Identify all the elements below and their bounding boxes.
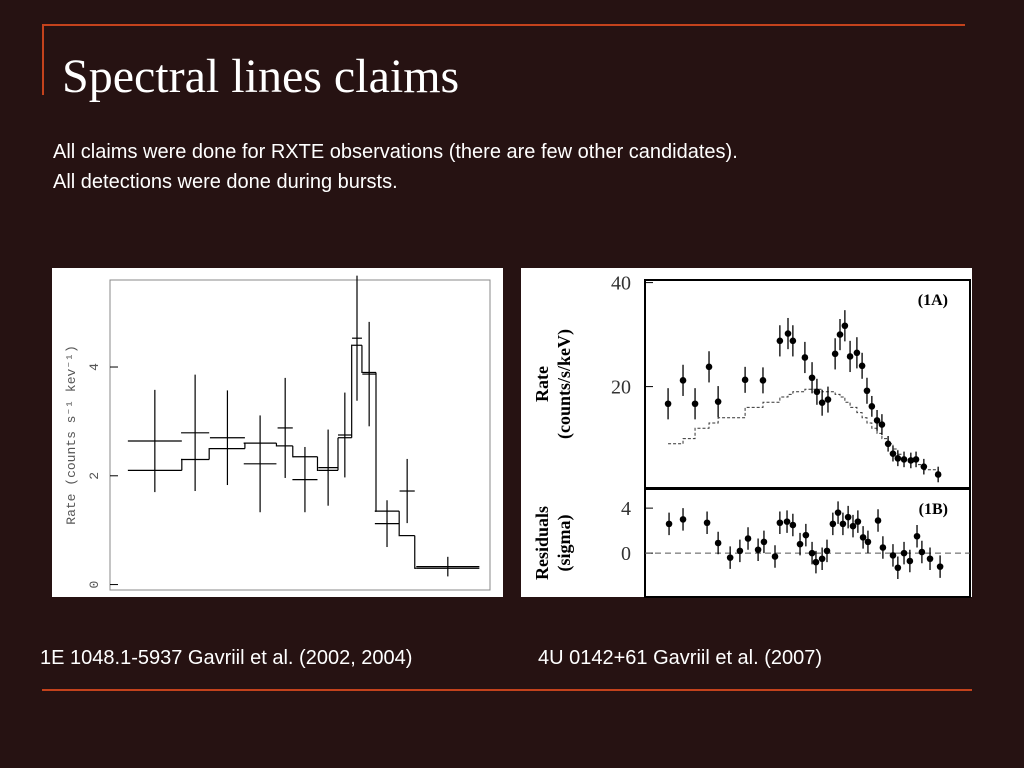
data-point [894, 564, 902, 572]
data-point [784, 330, 792, 337]
data-point [878, 421, 886, 428]
data-point [776, 337, 784, 345]
data-point [824, 396, 832, 403]
slide-title: Spectral lines claims [62, 50, 459, 103]
data-point [920, 463, 928, 470]
data-point [873, 417, 881, 424]
data-point [802, 531, 810, 539]
data-point [894, 455, 902, 462]
figure-right [521, 268, 972, 597]
data-point [864, 538, 872, 546]
data-point [863, 387, 871, 395]
data-point [754, 546, 762, 554]
data-point [859, 534, 867, 541]
data-point [913, 532, 921, 540]
data-point [818, 399, 826, 407]
data-point [834, 509, 842, 516]
data-point [846, 353, 854, 360]
data-point [818, 555, 826, 563]
caption: 4U 0142+61 Gavriil et al. (2007) [538, 647, 822, 669]
data-point [918, 548, 926, 556]
y-tick-label: 20 [611, 377, 631, 399]
data-point [926, 555, 934, 563]
data-point [936, 563, 944, 570]
body-text: All claims were done for RXTE observatio… [53, 141, 738, 163]
data-point [808, 374, 816, 382]
y-tick-label: 0 [621, 543, 631, 565]
y-axis-label: Rate [532, 366, 552, 402]
data-point [868, 403, 876, 410]
data-point [823, 547, 831, 555]
data-point [874, 517, 882, 524]
caption: 1E 1048.1-5937 Gavriil et al. (2002, 200… [40, 647, 412, 669]
y-tick-label: 4 [621, 498, 631, 520]
panel-label: (1A) [918, 292, 948, 309]
data-point [884, 440, 892, 448]
data-point [801, 354, 809, 361]
data-point [836, 331, 844, 338]
plot-frame [109, 279, 491, 591]
y-tick-label: 40 [611, 273, 631, 295]
data-point [900, 549, 908, 557]
y-axis-label: Residuals [532, 506, 552, 580]
data-point [844, 513, 852, 521]
data-point [849, 522, 857, 530]
data-point [703, 519, 711, 527]
data-point [705, 363, 713, 371]
data-point [783, 518, 791, 525]
data-point [679, 377, 687, 384]
y-axis-label: Rate (counts s⁻¹ kev⁻¹) [64, 345, 79, 524]
y-tick-label: 0 [87, 581, 102, 589]
data-point [912, 456, 920, 463]
data-point [808, 549, 816, 557]
data-point [714, 539, 722, 547]
y-axis-label: (sigma) [554, 515, 575, 572]
data-point [812, 558, 820, 566]
data-point [771, 553, 779, 560]
data-point [829, 520, 837, 528]
y-axis-label: (counts/s/keV) [554, 329, 575, 439]
data-point [858, 362, 866, 370]
panel-label: (1B) [919, 501, 948, 518]
data-point [726, 554, 734, 561]
data-point [906, 557, 914, 565]
body-text: All detections were done during bursts. [53, 171, 398, 193]
data-point [736, 547, 744, 555]
data-point [679, 516, 687, 523]
data-point [841, 322, 849, 330]
y-tick-label: 2 [87, 472, 102, 480]
data-point [813, 388, 821, 396]
model-line [668, 388, 939, 475]
data-point [714, 398, 722, 405]
data-point [665, 520, 673, 528]
data-point [839, 520, 847, 528]
data-point [934, 471, 942, 478]
data-point [889, 450, 897, 457]
data-point [879, 544, 887, 551]
data-point [831, 350, 839, 358]
plot-frame [644, 488, 971, 598]
data-point [744, 535, 752, 542]
data-point [854, 518, 862, 525]
data-point [759, 377, 767, 384]
figure-left [52, 268, 503, 597]
y-tick-label: 4 [87, 363, 102, 371]
data-point [691, 400, 699, 408]
data-point [789, 521, 797, 529]
data-point [776, 519, 784, 527]
data-point [760, 538, 768, 546]
data-point [664, 400, 672, 408]
data-point [900, 456, 908, 463]
data-point [796, 540, 804, 548]
data-point [853, 349, 861, 357]
data-point [741, 376, 749, 384]
data-point [907, 457, 915, 464]
data-point [889, 552, 897, 559]
data-point [789, 337, 797, 345]
